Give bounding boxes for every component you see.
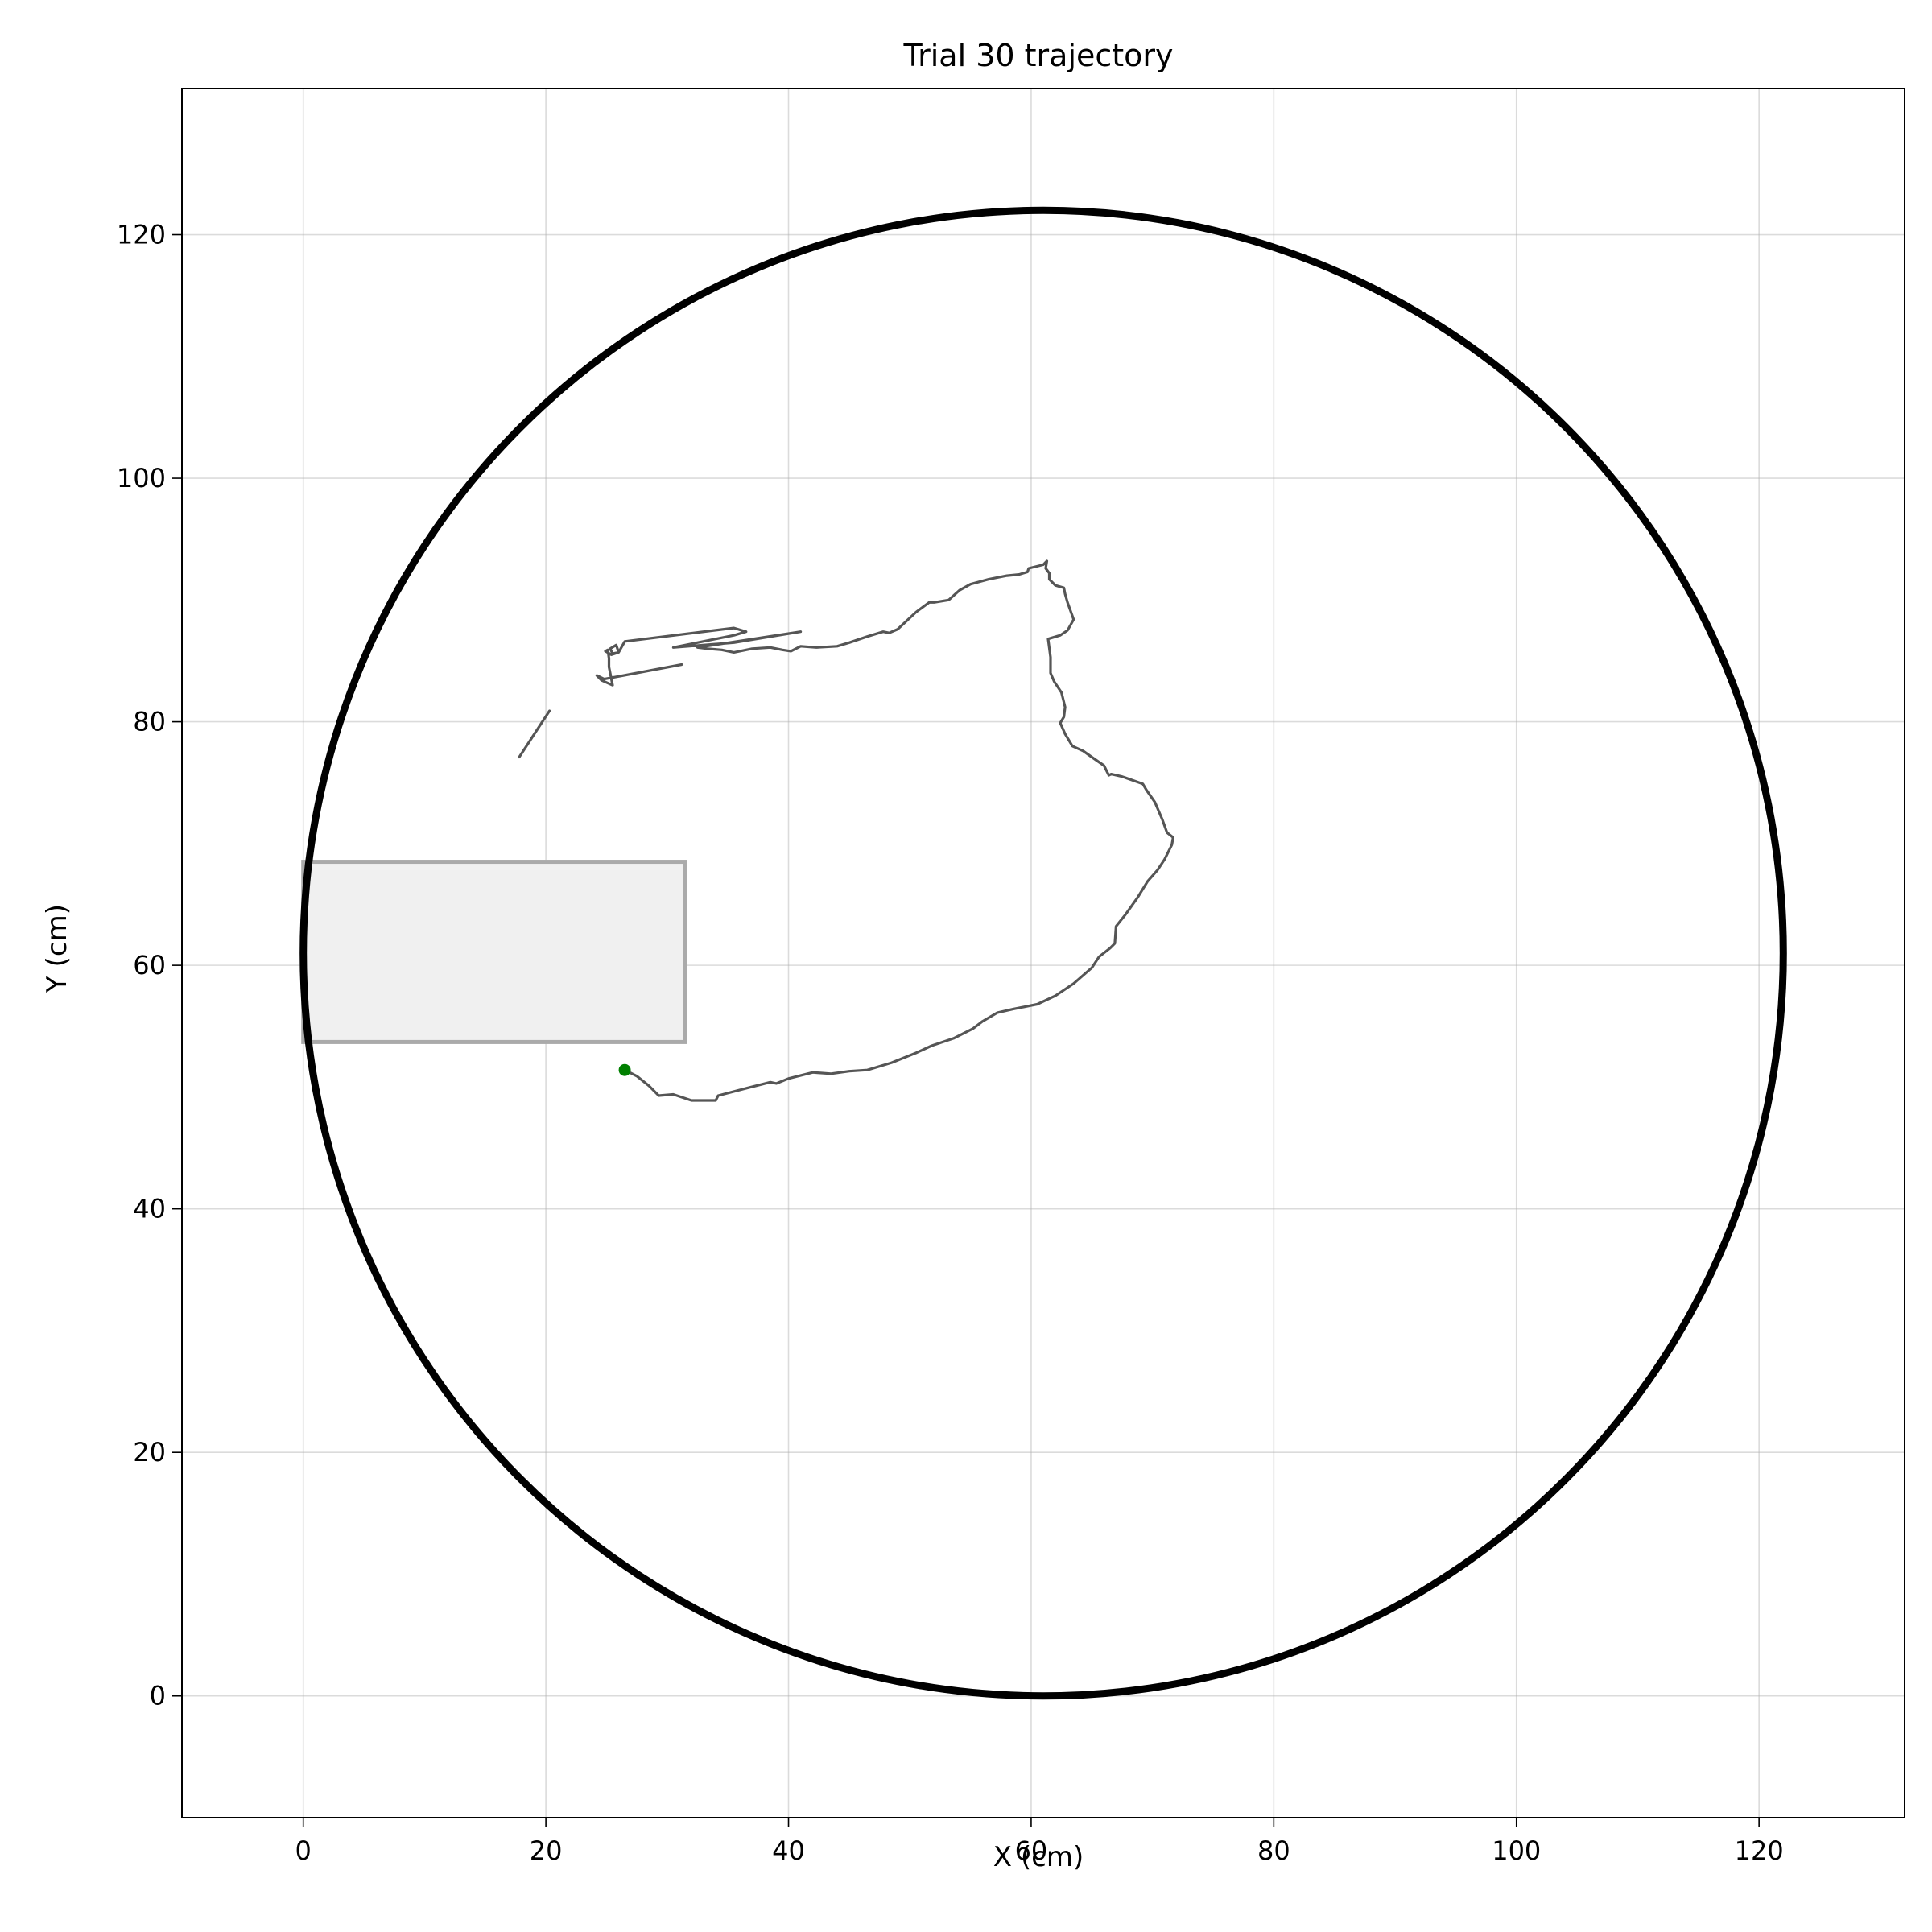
x-tick-label: 0 [295, 1835, 312, 1866]
axes-frame [181, 88, 1905, 1818]
x-axis-label: X (cm) [993, 1841, 1084, 1873]
chart-title: Trial 30 trajectory [902, 38, 1173, 73]
trajectory-layer [518, 559, 1174, 1102]
y-tick-label: 80 [133, 707, 166, 737]
x-tick-label: 20 [530, 1835, 563, 1866]
arena-circle [299, 206, 1787, 1700]
trajectory-path-2 [518, 709, 551, 759]
zone-layer [301, 860, 687, 1044]
y-axis-label: Y (cm) [41, 904, 73, 993]
y-tick-label: 0 [150, 1681, 166, 1711]
y-tick-label: 40 [133, 1194, 166, 1224]
marker-layer [618, 1063, 631, 1076]
x-tick-label: 100 [1492, 1835, 1541, 1866]
y-tick-label: 60 [133, 950, 166, 980]
x-tick-label: 120 [1735, 1835, 1784, 1866]
x-tick-label: 60 [1015, 1835, 1048, 1866]
arena-layer [299, 206, 1787, 1700]
target-zone [301, 860, 687, 1044]
ticks: 0 20 40 60 80 100 120 0 20 40 60 80 100 120 [117, 220, 1784, 1866]
y-tick-label: 120 [117, 220, 166, 250]
trajectory-path-1 [595, 559, 1174, 1102]
x-tick-label: 80 [1257, 1835, 1290, 1866]
y-tick-label: 100 [117, 463, 166, 493]
start-point-marker [618, 1063, 631, 1076]
y-tick-label: 20 [133, 1437, 166, 1468]
x-tick-label: 40 [772, 1835, 805, 1866]
